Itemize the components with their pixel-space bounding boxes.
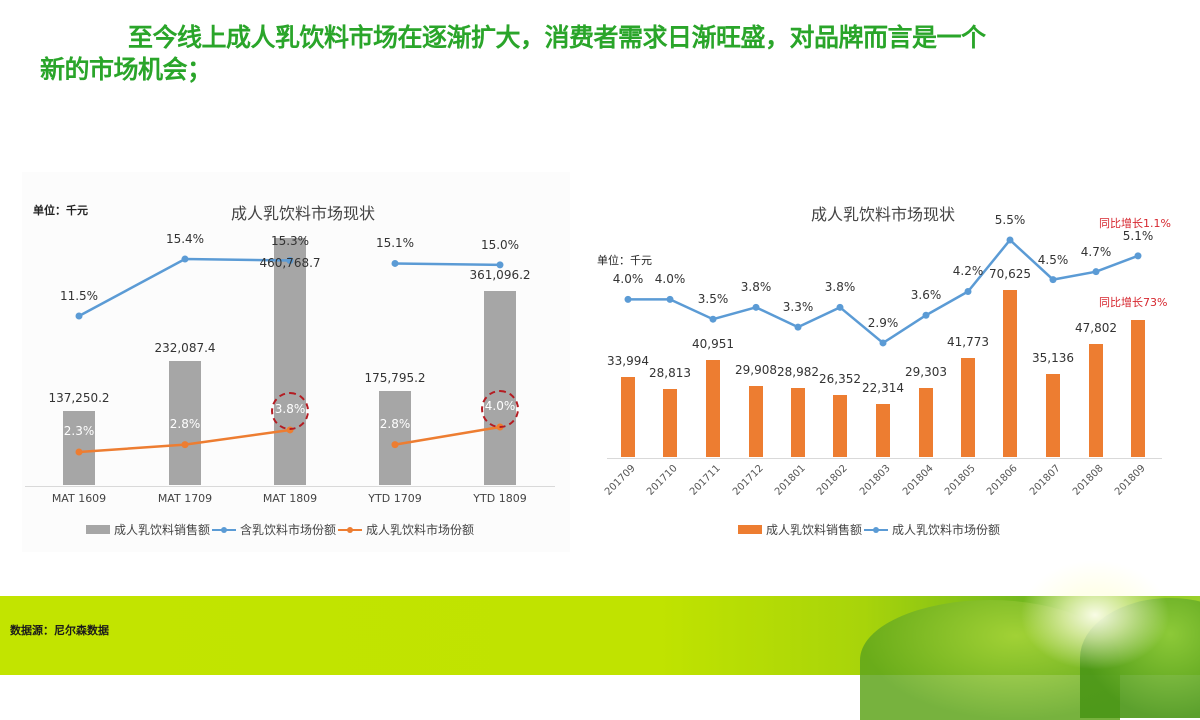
sales-bar <box>1003 290 1017 457</box>
sales-value-label: 175,795.2 <box>364 370 426 385</box>
share-label: 3.5% <box>697 292 729 307</box>
share-label: 3.8% <box>824 280 856 295</box>
sales-bar <box>1046 373 1060 457</box>
sales-bar <box>169 360 201 485</box>
share-label: 4.0% <box>612 272 644 287</box>
legend-sales: 成人乳饮料销售额 <box>766 523 863 537</box>
legend-blue-line-icon <box>212 526 237 533</box>
left-chart-unit: 单位：千元 <box>33 204 88 217</box>
dairy-share-label: 15.3% <box>270 233 310 248</box>
annotation-share-growth: 同比增长1.1% <box>1099 217 1171 230</box>
left-chart-x-axis <box>25 486 555 487</box>
x-tick-label: YTD 1809 <box>473 492 527 505</box>
sales-value-label: 28,813 <box>649 365 691 380</box>
sales-value-label: 29,303 <box>905 364 947 379</box>
sales-value-label: 26,352 <box>819 371 861 386</box>
right-chart-lines <box>624 236 1142 347</box>
dairy-share-label: 15.1% <box>375 236 415 251</box>
x-tick-label: MAT 1709 <box>157 492 213 505</box>
share-label: 4.2% <box>952 264 984 279</box>
sales-bar <box>961 358 975 457</box>
share-label: 3.8% <box>740 280 772 295</box>
share-label: 4.0% <box>654 272 686 287</box>
headline-line-1: 至今线上成人乳饮料市场在逐渐扩大，消费者需求日渐旺盛，对品牌而言是一个 <box>128 23 986 52</box>
sales-value-label: 35,136 <box>1032 350 1074 365</box>
legend-gray-swatch-icon <box>86 525 110 534</box>
share-label: 5.1% <box>1122 228 1154 243</box>
data-source: 数据源：尼尔森数据 <box>10 624 109 637</box>
right-chart-unit: 单位：千元 <box>597 254 652 267</box>
legend-adult-share: 成人乳饮料市场份额 <box>366 523 475 537</box>
sales-bar <box>621 376 635 457</box>
sales-value-label: 28,982 <box>777 365 819 380</box>
x-tick-label: MAT 1609 <box>51 492 107 505</box>
annotation-sales-growth: 同比增长73% <box>1099 296 1168 309</box>
sales-bar <box>274 238 306 485</box>
legend-share: 成人乳饮料市场份额 <box>892 523 1001 537</box>
legend-orange-swatch-icon <box>738 525 762 534</box>
adult-share-label: 2.8% <box>379 416 411 431</box>
dairy-share-label: 15.4% <box>165 232 205 247</box>
x-tick-label: MAT 1809 <box>262 492 318 505</box>
headline-line-2: 新的市场机会； <box>40 55 212 84</box>
legend-orange-line-icon <box>338 526 363 533</box>
sales-bar <box>791 388 805 457</box>
sales-bar <box>379 390 411 485</box>
highlight-circle-ytd1809 <box>481 390 519 428</box>
sales-value-label: 460,768.7 <box>259 256 321 270</box>
sun-glow-decoration <box>1020 560 1170 670</box>
sales-bar <box>706 360 720 457</box>
sales-bar <box>484 291 516 485</box>
left-chart-legend: 成人乳饮料销售额 含乳饮料市场份额 成人乳饮料市场份额 <box>86 521 474 538</box>
x-tick-label: YTD 1709 <box>368 492 422 505</box>
legend-blue-line-icon <box>864 526 889 533</box>
sales-value-label: 361,096.2 <box>469 268 531 283</box>
legend-sales: 成人乳饮料销售额 <box>114 523 211 537</box>
left-chart-title: 成人乳饮料市场现状 <box>231 204 376 223</box>
dairy-share-label: 11.5% <box>59 289 99 303</box>
sales-bar <box>1089 343 1103 457</box>
sales-value-label: 40,951 <box>692 337 734 352</box>
sales-value-label: 41,773 <box>947 335 989 350</box>
sales-bar <box>749 386 763 457</box>
share-label: 3.3% <box>782 300 814 315</box>
sales-value-label: 29,908 <box>735 363 777 378</box>
sales-value-label: 47,802 <box>1075 320 1117 335</box>
right-chart-x-axis <box>607 458 1162 459</box>
sales-bar <box>876 404 890 457</box>
legend-dairy-share: 含乳饮料市场份额 <box>240 523 337 537</box>
share-label: 3.6% <box>910 288 942 303</box>
sales-bar <box>663 388 677 457</box>
sales-value-label: 70,625 <box>989 267 1031 281</box>
headline: 至今线上成人乳饮料市场在逐渐扩大，消费者需求日渐旺盛，对品牌而言是一个 新的市场… <box>40 22 1160 86</box>
sales-bar <box>1131 319 1145 457</box>
sales-bar <box>63 411 95 485</box>
sales-value-label: 137,250.2 <box>48 391 110 406</box>
sales-bar <box>833 394 847 457</box>
share-label: 2.9% <box>867 315 899 330</box>
right-chart-title: 成人乳饮料市场现状 <box>811 205 956 224</box>
highlight-circle-mat1809 <box>271 392 309 430</box>
dairy-share-label: 15.0% <box>480 237 520 252</box>
adult-share-label: 2.8% <box>169 416 201 431</box>
right-chart-legend: 成人乳饮料销售额 成人乳饮料市场份额 <box>738 521 1000 538</box>
sales-value-label: 33,994 <box>607 353 649 368</box>
adult-share-label: 2.3% <box>63 424 95 438</box>
share-label: 4.7% <box>1080 244 1112 259</box>
share-label: 5.5% <box>994 213 1026 227</box>
sales-value-label: 22,314 <box>862 381 904 396</box>
share-label: 4.5% <box>1037 252 1069 267</box>
sales-value-label: 232,087.4 <box>154 340 216 355</box>
sales-bar <box>919 387 933 457</box>
